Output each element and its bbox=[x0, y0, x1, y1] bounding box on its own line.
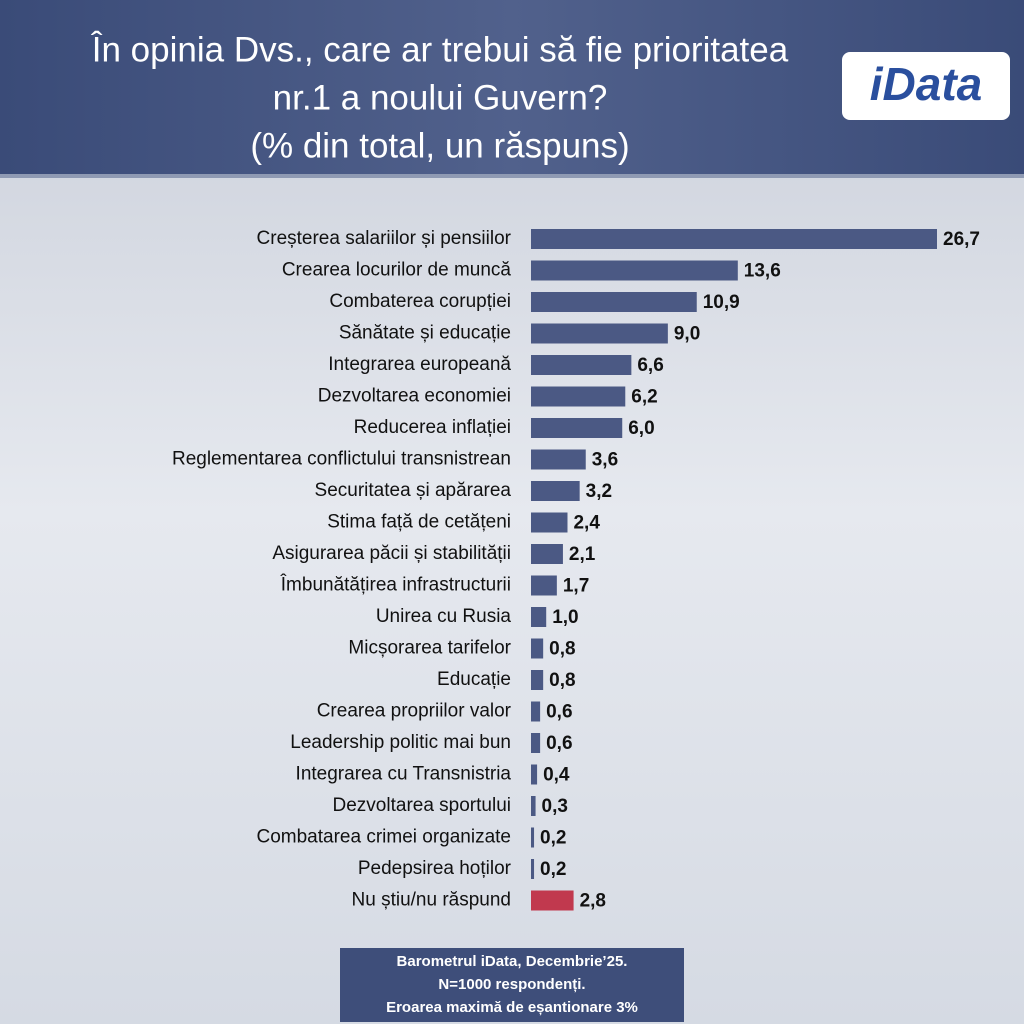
value-label: 0,6 bbox=[546, 702, 572, 723]
value-label: 0,3 bbox=[542, 796, 568, 817]
category-label: Educație bbox=[437, 669, 511, 690]
logo-box bbox=[842, 52, 1010, 120]
bar bbox=[531, 512, 568, 533]
category-label: Combaterea corupției bbox=[329, 291, 511, 312]
note: Barometrul iData, Decembrie’25. bbox=[397, 953, 628, 970]
value-label: 6,2 bbox=[631, 387, 657, 408]
category-label: Sănătate și educație bbox=[339, 323, 511, 344]
category-label: Dezvoltarea economiei bbox=[318, 386, 511, 407]
bar bbox=[531, 544, 563, 564]
category-label: Stima față de cetățeni bbox=[327, 512, 511, 533]
bar bbox=[531, 355, 632, 375]
value-label: 0,6 bbox=[546, 733, 572, 754]
bar bbox=[531, 701, 541, 722]
value-label: 2,1 bbox=[569, 544, 596, 565]
value-label: 0,8 bbox=[549, 639, 575, 660]
category-label: Reducerea inflației bbox=[354, 417, 511, 438]
bar bbox=[531, 890, 574, 911]
bar bbox=[531, 323, 668, 344]
category-label: Combatarea crimei organizate bbox=[256, 827, 511, 848]
bar bbox=[531, 449, 586, 470]
category-label: Dezvoltarea sportului bbox=[333, 795, 511, 816]
value-label: 0,2 bbox=[540, 859, 566, 880]
bar bbox=[531, 859, 535, 879]
bar bbox=[531, 607, 547, 627]
bar bbox=[531, 764, 538, 785]
header-border bbox=[0, 174, 1024, 178]
category-label: Integrarea cu Transnistria bbox=[296, 764, 512, 785]
value-label: 6,0 bbox=[628, 418, 654, 439]
value-label: 26,7 bbox=[943, 229, 980, 250]
bar bbox=[531, 292, 697, 312]
logo: iData bbox=[870, 58, 982, 110]
value-label: 0,4 bbox=[543, 765, 570, 786]
category-label: Crearea propriilor valor bbox=[317, 701, 512, 722]
category-label: Pedepsirea hoților bbox=[358, 858, 512, 879]
bar bbox=[531, 418, 623, 438]
value-label: 0,8 bbox=[549, 670, 575, 691]
category-label: Unirea cu Rusia bbox=[376, 606, 512, 627]
note-box bbox=[340, 948, 684, 1022]
value-label: 0,2 bbox=[540, 828, 566, 849]
value-label: 1,7 bbox=[563, 576, 589, 597]
bar bbox=[531, 575, 557, 596]
value-label: 6,6 bbox=[637, 355, 663, 376]
value-label: 9,0 bbox=[674, 324, 700, 345]
bar bbox=[531, 481, 580, 501]
bar bbox=[531, 638, 544, 659]
bar bbox=[531, 229, 937, 249]
bar bbox=[531, 827, 535, 848]
category-label: Securitatea și apărarea bbox=[315, 480, 512, 501]
bar bbox=[531, 386, 626, 407]
category-label: Reglementarea conflictului transnistrean bbox=[172, 449, 511, 470]
category-label: Leadership politic mai bun bbox=[290, 732, 511, 753]
value-label: 3,6 bbox=[592, 450, 618, 471]
value-label: 1,0 bbox=[552, 607, 578, 628]
bar bbox=[531, 733, 541, 753]
category-label: Asigurarea păcii și stabilității bbox=[272, 543, 511, 564]
note: N=1000 respondenți. bbox=[438, 976, 585, 993]
category-label: Îmbunătățirea infrastructurii bbox=[280, 574, 511, 596]
bar bbox=[531, 796, 536, 816]
value-label: 10,9 bbox=[703, 292, 740, 313]
note: Eroarea maximă de eșantionare 3% bbox=[386, 999, 638, 1016]
value-label: 13,6 bbox=[744, 261, 781, 282]
value-label: 3,2 bbox=[586, 481, 612, 502]
value-label: 2,4 bbox=[573, 513, 600, 534]
category-label: Nu știu/nu răspund bbox=[352, 890, 512, 911]
bar bbox=[531, 260, 738, 281]
category-label: Crearea locurilor de muncă bbox=[282, 260, 512, 281]
category-label: Micșorarea tarifelor bbox=[348, 638, 511, 659]
category-label: Integrarea europeană bbox=[328, 354, 511, 375]
chart-title: (% din total, un răspuns) bbox=[250, 126, 629, 165]
value-label: 2,8 bbox=[580, 891, 606, 912]
chart-title: nr.1 a noului Guvern? bbox=[273, 78, 608, 117]
category-label: Creșterea salariilor și pensiilor bbox=[257, 228, 512, 249]
chart-title: În opinia Dvs., care ar trebui să fie pr… bbox=[91, 30, 789, 69]
bar bbox=[531, 670, 544, 690]
